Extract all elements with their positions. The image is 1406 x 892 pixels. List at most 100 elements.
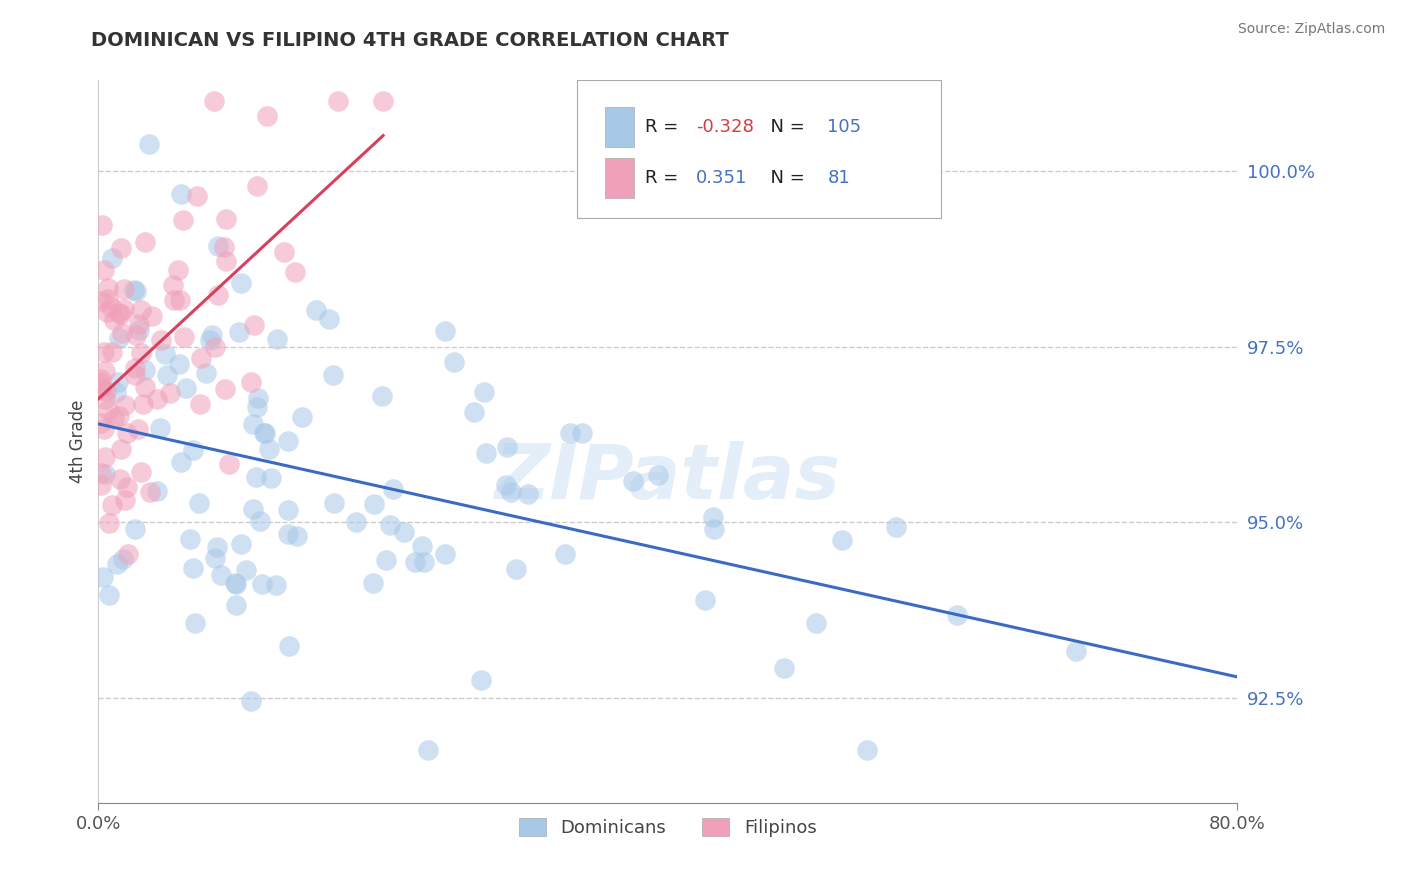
Point: [90, 218, 112, 232]
Point: [285, 529, 308, 543]
Text: 0.351: 0.351: [696, 169, 748, 186]
Text: R =: R =: [645, 169, 685, 186]
Point: [149, 421, 172, 435]
Text: ZIPatlas: ZIPatlas: [495, 441, 841, 515]
Point: [201, 327, 224, 342]
Point: [114, 398, 136, 412]
Point: [207, 288, 229, 302]
Point: [266, 333, 288, 347]
Point: [131, 303, 153, 318]
Point: [167, 357, 190, 371]
Point: [571, 426, 593, 441]
Point: [463, 405, 485, 419]
Point: [381, 482, 404, 496]
Point: [472, 385, 495, 400]
Point: [181, 560, 204, 574]
Text: Source: ZipAtlas.com: Source: ZipAtlas.com: [1237, 22, 1385, 37]
Point: [125, 328, 148, 343]
Point: [93, 392, 115, 407]
Point: [229, 537, 252, 551]
Point: [174, 381, 197, 395]
Point: [114, 493, 136, 508]
Point: [97, 516, 120, 531]
Point: [107, 409, 129, 424]
Point: [93, 263, 115, 277]
Point: [470, 673, 492, 687]
Point: [101, 251, 124, 265]
Point: [363, 497, 385, 511]
Point: [124, 522, 146, 536]
Text: DOMINICAN VS FILIPINO 4TH GRADE CORRELATION CHART: DOMINICAN VS FILIPINO 4TH GRADE CORRELAT…: [91, 31, 730, 50]
Point: [198, 333, 221, 347]
Point: [125, 284, 148, 298]
Point: [411, 539, 433, 553]
Point: [155, 347, 177, 361]
Point: [235, 563, 257, 577]
Point: [173, 330, 195, 344]
Text: 105: 105: [827, 119, 862, 136]
Point: [501, 484, 523, 499]
Point: [560, 426, 582, 441]
Point: [291, 409, 314, 424]
Point: [554, 547, 576, 561]
Point: [205, 540, 228, 554]
Point: [97, 403, 120, 417]
Point: [277, 502, 299, 516]
Point: [328, 95, 350, 109]
Point: [162, 278, 184, 293]
Point: [107, 331, 129, 345]
Point: [239, 694, 262, 708]
Point: [141, 310, 163, 324]
Point: [186, 188, 208, 202]
Point: [170, 187, 193, 202]
Point: [246, 391, 269, 405]
Point: [703, 522, 725, 536]
Point: [204, 550, 226, 565]
Point: [344, 515, 367, 529]
Point: [371, 389, 394, 403]
Point: [322, 368, 344, 382]
Point: [100, 301, 122, 315]
Point: [101, 499, 124, 513]
Point: [94, 364, 117, 378]
Point: [146, 483, 169, 498]
Point: [89, 375, 111, 389]
Point: [322, 496, 344, 510]
Point: [167, 263, 190, 277]
Point: [195, 366, 218, 380]
Point: [773, 661, 796, 675]
Point: [231, 277, 253, 291]
Point: [242, 502, 264, 516]
Point: [129, 465, 152, 479]
Point: [138, 136, 160, 151]
Point: [90, 416, 112, 430]
Point: [90, 372, 112, 386]
Point: [433, 324, 456, 338]
Point: [284, 265, 307, 279]
Point: [172, 213, 194, 227]
Point: [94, 467, 117, 482]
Point: [243, 318, 266, 332]
Point: [110, 307, 132, 321]
Point: [214, 382, 236, 396]
Point: [495, 477, 517, 491]
Point: [245, 469, 267, 483]
Point: [134, 235, 156, 250]
Point: [112, 552, 135, 566]
Point: [277, 639, 299, 653]
Point: [224, 575, 246, 590]
Point: [169, 293, 191, 307]
Point: [273, 245, 295, 260]
Point: [264, 578, 287, 592]
Point: [127, 422, 149, 436]
Text: N =: N =: [759, 119, 810, 136]
Point: [156, 368, 179, 383]
Point: [97, 292, 120, 306]
Point: [375, 553, 398, 567]
Point: [90, 466, 112, 480]
Point: [179, 533, 201, 547]
Point: [146, 392, 169, 407]
Point: [831, 533, 853, 547]
Point: [804, 615, 827, 630]
Point: [246, 179, 269, 194]
